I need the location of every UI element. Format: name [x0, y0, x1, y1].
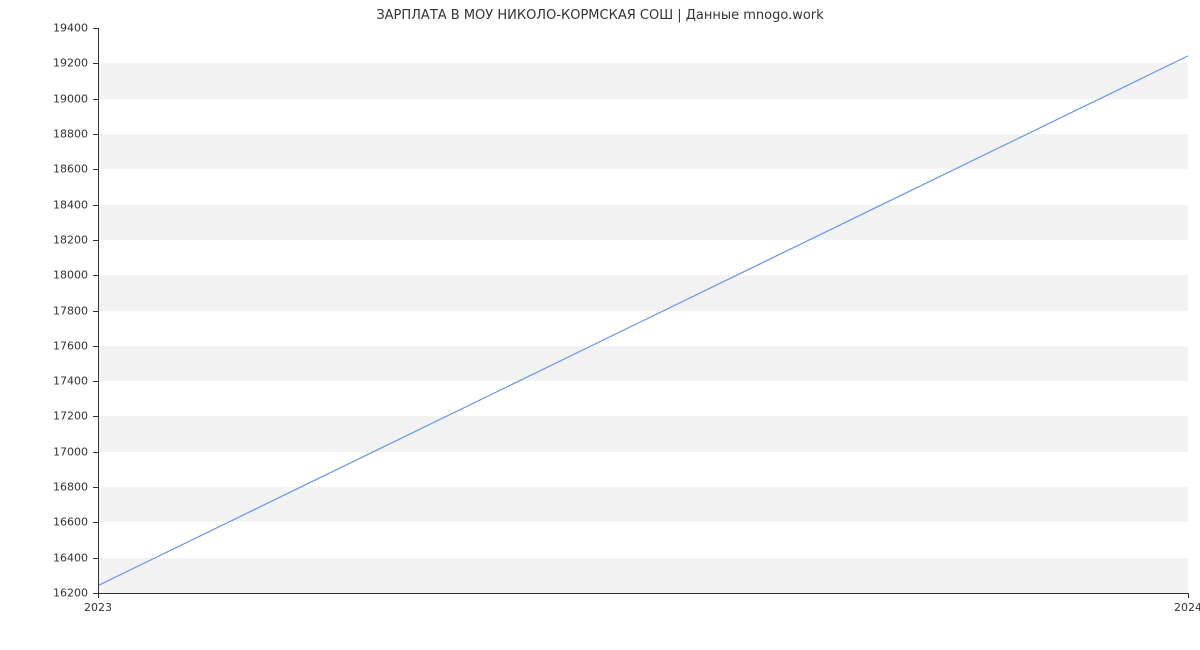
y-tick-label: 17600: [0, 339, 88, 352]
y-tick-label: 18400: [0, 198, 88, 211]
y-tick-label: 16800: [0, 481, 88, 494]
y-tick: [93, 134, 98, 135]
y-tick: [93, 275, 98, 276]
salary-line-chart: ЗАРПЛАТА В МОУ НИКОЛО-КОРМСКАЯ СОШ | Дан…: [0, 0, 1200, 650]
y-tick: [93, 311, 98, 312]
line-layer: [98, 28, 1188, 593]
chart-title: ЗАРПЛАТА В МОУ НИКОЛО-КОРМСКАЯ СОШ | Дан…: [0, 8, 1200, 23]
y-tick-label: 18200: [0, 233, 88, 246]
y-tick: [93, 452, 98, 453]
y-tick: [93, 487, 98, 488]
y-tick-label: 18000: [0, 269, 88, 282]
y-tick-label: 16600: [0, 516, 88, 529]
x-tick: [98, 593, 99, 598]
series-line-salary: [98, 56, 1188, 586]
y-tick-label: 18800: [0, 127, 88, 140]
x-tick: [1188, 593, 1189, 598]
y-tick-label: 19000: [0, 92, 88, 105]
y-tick: [93, 381, 98, 382]
y-tick-label: 17000: [0, 445, 88, 458]
y-tick-label: 17200: [0, 410, 88, 423]
y-tick-label: 19200: [0, 57, 88, 70]
y-tick: [93, 99, 98, 100]
y-tick-label: 19400: [0, 22, 88, 35]
y-tick-label: 17800: [0, 304, 88, 317]
x-axis: [98, 593, 1188, 594]
y-tick: [93, 63, 98, 64]
y-tick: [93, 346, 98, 347]
y-tick: [93, 240, 98, 241]
x-tick-label: 2023: [84, 601, 112, 614]
y-tick-label: 17400: [0, 375, 88, 388]
y-tick: [93, 558, 98, 559]
y-tick: [93, 522, 98, 523]
y-axis: [98, 28, 99, 593]
plot-area: [98, 28, 1188, 593]
y-tick: [93, 169, 98, 170]
y-tick-label: 16400: [0, 551, 88, 564]
y-tick: [93, 28, 98, 29]
x-tick-label: 2024: [1174, 601, 1200, 614]
y-tick-label: 16200: [0, 587, 88, 600]
y-tick: [93, 416, 98, 417]
y-tick-label: 18600: [0, 163, 88, 176]
y-tick: [93, 205, 98, 206]
